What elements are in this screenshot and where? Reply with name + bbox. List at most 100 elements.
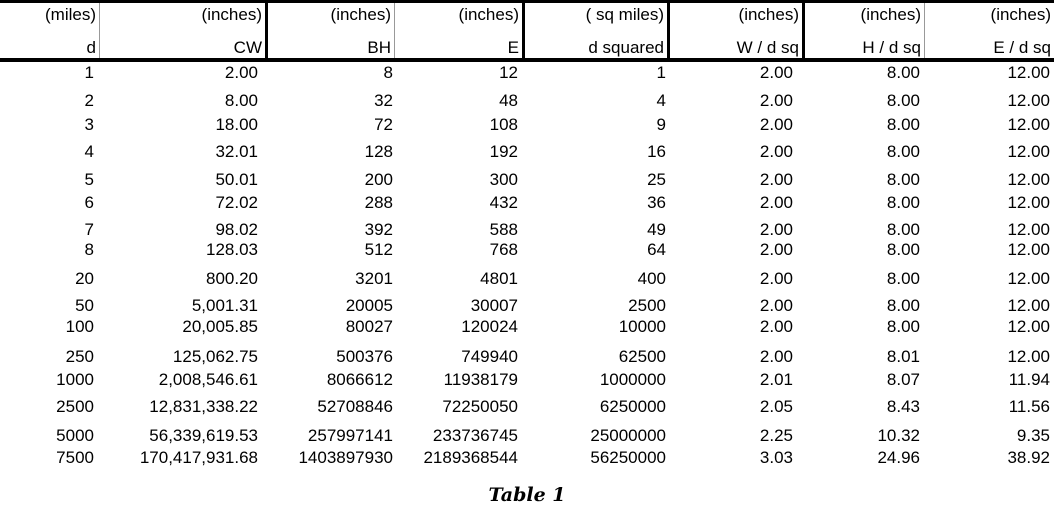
column-name: d [86, 38, 96, 57]
table-cell: 72250050 [442, 397, 518, 416]
table-cell: 8 [84, 240, 94, 259]
table-cell: 2.00 [759, 63, 793, 82]
table-cell: 8 [383, 63, 393, 82]
table-cell: 98.02 [215, 220, 258, 239]
table-cell: 100 [65, 317, 94, 336]
table-cell: 2.00 [759, 269, 793, 288]
table-cell: 20 [75, 269, 94, 288]
column-unit: ( sq miles) [585, 5, 664, 24]
column-name: BH [367, 38, 391, 57]
column-name: W / d sq [736, 38, 799, 57]
column-header: (inches) CW [100, 3, 268, 58]
table-cell: 11.94 [1008, 370, 1050, 389]
table-cell: 2 [84, 91, 94, 110]
table-row: 20 800.20 3201 4801 400 2.00 8.00 12.00 [0, 269, 1054, 289]
table-cell: 8066612 [326, 370, 393, 389]
table-cell: 768 [489, 240, 518, 259]
table-cell: 50.01 [215, 170, 258, 189]
column-unit: (inches) [201, 5, 262, 24]
column-header: (inches) E [395, 3, 525, 58]
table-cell: 233736745 [432, 426, 518, 445]
table-cell: 8.07 [886, 370, 920, 389]
column-name: E [507, 38, 519, 57]
table-cell: 36 [647, 193, 666, 212]
table-cell: 11.56 [1008, 397, 1050, 416]
table-cell: 10000 [618, 317, 666, 336]
column-unit: (inches) [738, 5, 799, 24]
table-cell: 12.00 [1007, 63, 1050, 82]
table-cell: 120024 [461, 317, 518, 336]
table-cell: 32 [374, 91, 393, 110]
table-cell: 2.00 [759, 296, 793, 315]
table-cell: 8.00 [886, 269, 920, 288]
table-row: 5 50.01 200 300 25 2.00 8.00 12.00 [0, 170, 1054, 190]
table-cell: 8.00 [886, 63, 920, 82]
table-cell: 12.00 [1007, 240, 1050, 259]
table-cell: 12.00 [1007, 193, 1050, 212]
table-cell: 2.00 [759, 220, 793, 239]
column-name: d squared [588, 38, 664, 57]
table-row: 7 98.02 392 588 49 2.00 8.00 12.00 [0, 220, 1054, 240]
table-cell: 3 [84, 115, 94, 134]
table-cell: 500376 [336, 347, 393, 366]
column-header: (inches) W / d sq [670, 3, 805, 58]
table-row: 2 8.00 32 48 4 2.00 8.00 12.00 [0, 91, 1054, 111]
table-cell: 1403897930 [298, 448, 393, 467]
table-cell: 2.00 [759, 142, 793, 161]
table-cell: 10.32 [877, 426, 920, 445]
table-cell: 288 [364, 193, 393, 212]
table-cell: 12.00 [1007, 115, 1050, 134]
table-cell: 12,831,338.22 [149, 397, 258, 416]
table-row: 3 18.00 72 108 9 2.00 8.00 12.00 [0, 115, 1054, 135]
table-cell: 12.00 [1007, 317, 1050, 336]
column-unit: (inches) [990, 5, 1051, 24]
table-row: 6 72.02 288 432 36 2.00 8.00 12.00 [0, 193, 1054, 213]
column-unit: (inches) [860, 5, 921, 24]
table-cell: 18.00 [215, 115, 258, 134]
table-cell: 8.00 [224, 91, 258, 110]
table-cell: 1 [84, 63, 94, 82]
table-cell: 4 [84, 142, 94, 161]
table-cell: 2500 [56, 397, 94, 416]
table-cell: 8.00 [886, 170, 920, 189]
table-cell: 6 [84, 193, 94, 212]
column-unit: (inches) [458, 5, 519, 24]
table-cell: 12.00 [1007, 347, 1050, 366]
table-cell: 8.43 [886, 397, 920, 416]
table-cell: 72.02 [215, 193, 258, 212]
table-cell: 5000 [56, 426, 94, 445]
table-cell: 38.92 [1007, 448, 1050, 467]
table-cell: 9.35 [1016, 426, 1050, 445]
table-row: 2500 12,831,338.22 52708846 72250050 6250000… [0, 397, 1054, 417]
table-cell: 9 [656, 115, 666, 134]
table-cell: 1000 [56, 370, 94, 389]
table-cell: 392 [364, 220, 393, 239]
table-cell: 2.00 [759, 91, 793, 110]
table-cell: 2.00 [759, 240, 793, 259]
table-cell: 2.00 [759, 193, 793, 212]
table-cell: 2.00 [759, 317, 793, 336]
table-cell: 200 [364, 170, 393, 189]
table-cell: 12.00 [1007, 296, 1050, 315]
table-cell: 72 [374, 115, 393, 134]
table-cell: 4801 [480, 269, 518, 288]
table-cell: 749940 [461, 347, 518, 366]
table-cell: 20005 [345, 296, 393, 315]
table-cell: 80027 [345, 317, 393, 336]
table-cell: 125,062.75 [172, 347, 258, 366]
table-cell: 2.00 [759, 115, 793, 134]
table-cell: 8.00 [886, 91, 920, 110]
table-cell: 32.01 [215, 142, 258, 161]
table-row: 250 125,062.75 500376 749940 62500 2.00 8.01 12… [0, 347, 1054, 367]
table-cell: 5 [84, 170, 94, 189]
table-row: 7500 170,417,931.68 1403897930 2189368544 56… [0, 448, 1054, 468]
table-cell: 50 [75, 296, 94, 315]
table-cell: 2.00 [759, 170, 793, 189]
table-cell: 128 [364, 142, 393, 161]
table-cell: 62500 [618, 347, 666, 366]
column-name: CW [233, 38, 262, 57]
table-row: 1 2.00 8 12 1 2.00 8.00 12.00 [0, 63, 1054, 83]
column-header: (miles) d [0, 3, 100, 58]
table-row: 100 20,005.85 80027 120024 10000 2.00 8.00 12.0… [0, 317, 1054, 337]
table-header: (miles) d (inches) CW (inches) BH (inches) E ( s… [0, 0, 1054, 62]
